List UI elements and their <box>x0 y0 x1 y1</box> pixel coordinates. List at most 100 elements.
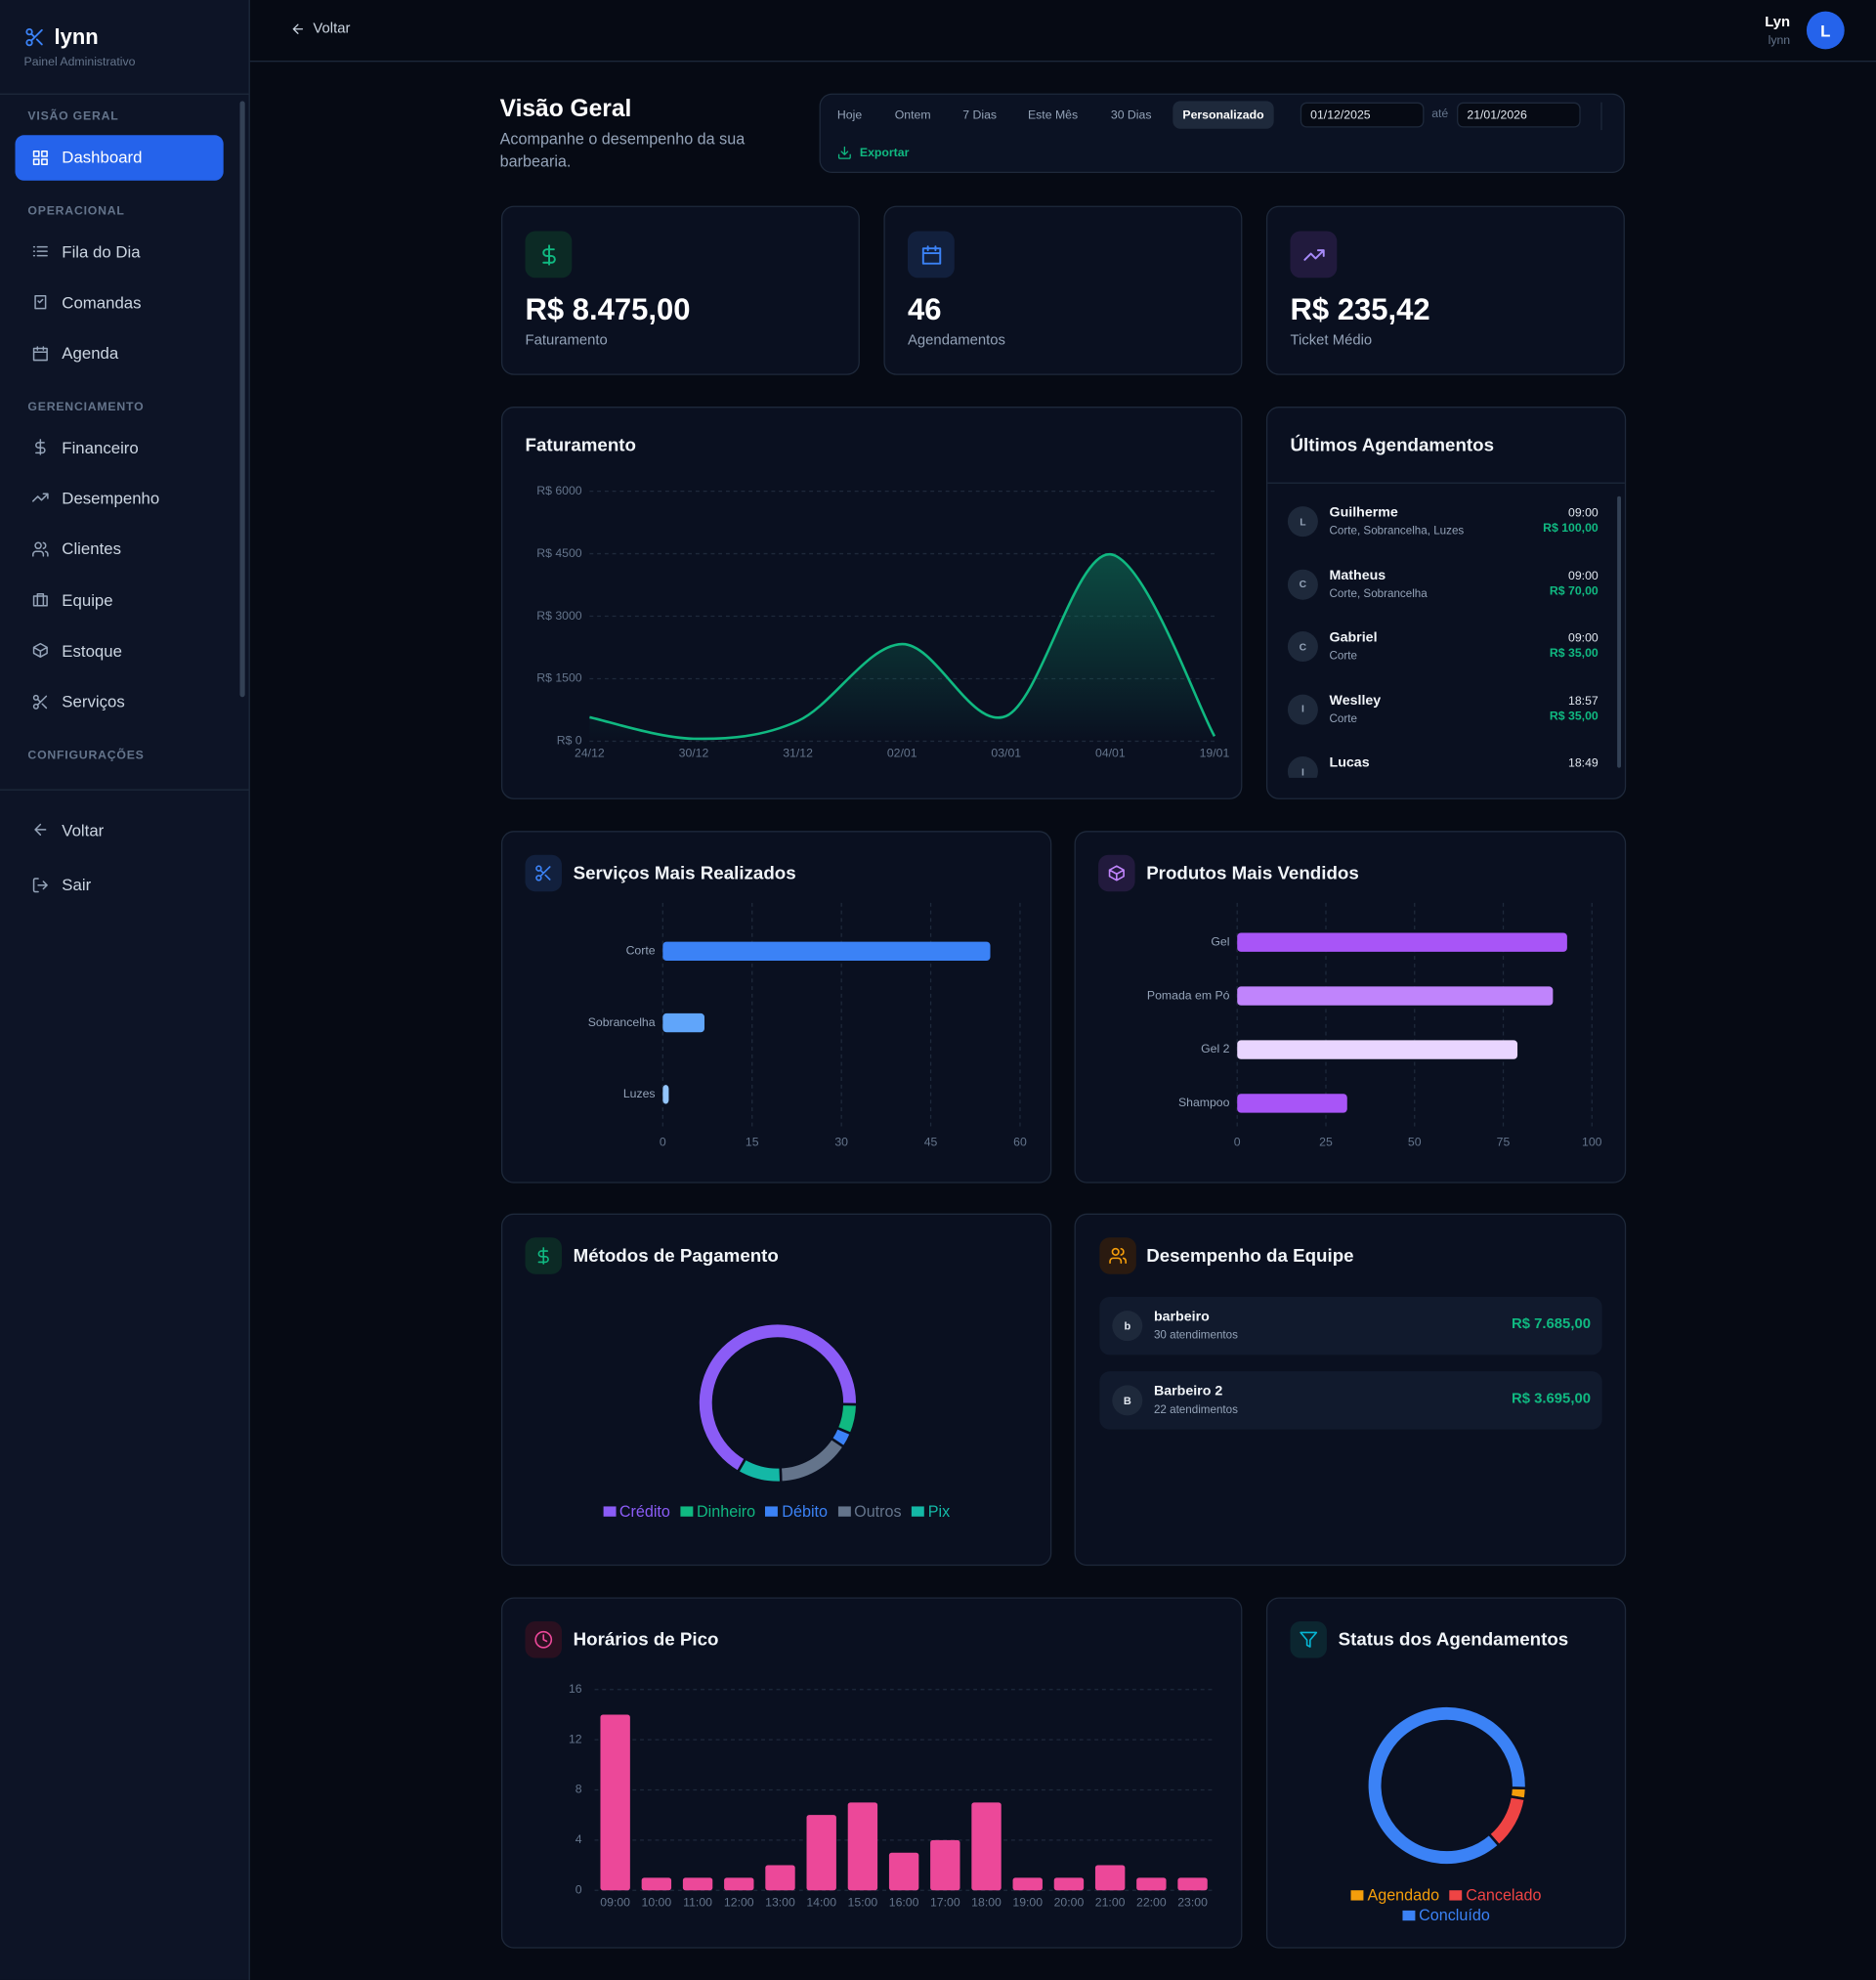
icon <box>537 1247 549 1265</box>
y-tick-label: Luzes <box>623 1087 656 1100</box>
bar <box>888 1852 919 1891</box>
legend-swatch <box>1350 1890 1364 1901</box>
icon-path <box>32 494 49 503</box>
date-input[interactable]: 01/12/2025 <box>1300 102 1425 128</box>
x-tick-label: 0 <box>660 1136 666 1149</box>
bar <box>600 1714 630 1891</box>
period-button[interactable]: Ontem <box>894 108 931 122</box>
legend-swatch <box>603 1506 616 1517</box>
member-name: Barbeiro 2 <box>1153 1384 1223 1399</box>
nav-icon <box>32 494 49 503</box>
back-label: Voltar <box>313 21 351 37</box>
kpi-card: R$ 8.475,00 Faturamento <box>500 205 860 375</box>
kpi-card: 46 Agendamentos <box>883 205 1243 375</box>
icon <box>541 243 556 266</box>
nav-item[interactable]: Desempenho <box>16 475 224 521</box>
period-button[interactable]: 30 Dias <box>1110 108 1152 122</box>
nav-item[interactable]: Financeiro <box>16 424 224 470</box>
nav-item[interactable]: Clientes <box>16 526 224 572</box>
nav-label: Comandas <box>62 292 142 312</box>
period-button[interactable]: Este Mês <box>1027 108 1079 122</box>
x-tick-label: 12:00 <box>724 1895 754 1909</box>
bar <box>806 1815 836 1891</box>
legend-swatch <box>765 1506 779 1517</box>
chart-card: 0 25 50 75 100 Gel Pomada em Pó Gel 2 Shampoo Pro… <box>1074 831 1627 1184</box>
nav-item[interactable]: Fila do Dia <box>16 229 224 275</box>
period-button[interactable]: Personalizado <box>1172 101 1274 129</box>
filter-bar: Hoje Ontem 7 Dias Este Mês 30 Dias Personaliz… <box>819 93 1625 174</box>
nav-label: Serviços <box>62 692 125 711</box>
doughnut-segment <box>1487 1794 1527 1848</box>
period-button[interactable]: Hoje <box>836 108 863 122</box>
x-tick-label: 60 <box>1013 1136 1027 1149</box>
legend-item[interactable]: Pix <box>911 1503 950 1521</box>
icon <box>534 1630 553 1649</box>
legend-item[interactable]: Dinheiro <box>680 1503 755 1521</box>
icon-box <box>1290 231 1338 279</box>
nav-item[interactable]: Agenda <box>16 330 224 376</box>
bar <box>662 1012 704 1033</box>
nav-item[interactable]: Estoque <box>16 628 224 674</box>
y-tick-label: 16 <box>569 1682 582 1696</box>
nav-item[interactable]: Sair <box>16 862 224 908</box>
appointment-time: 18:49 <box>1568 756 1599 771</box>
legend-item[interactable]: Débito <box>765 1503 828 1521</box>
icon-path <box>32 541 49 557</box>
icon-path <box>1109 1247 1128 1265</box>
member-revenue: R$ 3.695,00 <box>1512 1391 1591 1407</box>
icon-path <box>1302 248 1325 261</box>
icon <box>921 244 941 265</box>
bar <box>971 1802 1002 1891</box>
back-button[interactable]: Voltar <box>290 21 351 37</box>
icon-path <box>32 643 48 659</box>
nav-item[interactable]: Serviços <box>16 679 224 725</box>
bar <box>765 1865 795 1891</box>
export-label: Exportar <box>859 146 910 160</box>
legend-item[interactable]: Agendado <box>1350 1886 1439 1904</box>
y-tick-label: R$ 6000 <box>536 484 582 497</box>
appointment-price: R$ 35,00 <box>1549 646 1599 661</box>
icon-path <box>35 439 46 455</box>
user-login: lynn <box>1768 33 1791 49</box>
card-title: Últimos Agendamentos <box>1290 435 1495 456</box>
client-name: Gabriel <box>1329 629 1378 646</box>
period-button[interactable]: 7 Dias <box>962 108 998 122</box>
bar <box>1177 1877 1208 1891</box>
legend: Agendado Cancelado Concluído <box>1267 1886 1625 1924</box>
export-button[interactable]: Exportar <box>837 146 910 161</box>
brand: lynn <box>54 24 99 50</box>
nav-item[interactable]: Comandas <box>16 280 224 325</box>
legend-item[interactable]: Concluído <box>1402 1907 1490 1924</box>
legend-item[interactable]: Outros <box>837 1503 902 1521</box>
divider <box>0 93 249 95</box>
icon-box <box>1099 1237 1136 1274</box>
bar <box>1237 1040 1518 1059</box>
nav-icon <box>34 295 47 310</box>
nav: VISÃO GERAL Dashboard OPERACIONAL Fila do D… <box>0 96 249 789</box>
y-tick-label: Gel <box>1211 934 1229 948</box>
x-tick-label: 02/01 <box>887 747 917 760</box>
topbar: Voltar Lyn lynn L <box>249 0 1876 63</box>
x-tick-label: 18:00 <box>971 1895 1002 1909</box>
date-input[interactable]: 21/01/2026 <box>1457 102 1581 128</box>
legend-label: Cancelado <box>1466 1886 1542 1905</box>
recent-list: L Guilherme Corte, Sobrancelha, Luzes 09:00… <box>1267 484 1625 778</box>
member-appointments: 22 atendimentos <box>1153 1402 1238 1416</box>
nav-item[interactable]: Dashboard <box>15 134 224 181</box>
member-name: barbeiro <box>1153 1309 1210 1325</box>
member-avatar: b <box>1112 1311 1143 1342</box>
x-tick-label: 19/01 <box>1200 747 1230 760</box>
x-tick-label: 30/12 <box>679 747 709 760</box>
icon-path <box>534 1630 553 1649</box>
legend-item[interactable]: Crédito <box>603 1503 670 1521</box>
nav-item[interactable]: Equipe <box>16 577 224 623</box>
nav-icon <box>32 694 48 710</box>
doughnut-segment <box>1366 1704 1528 1867</box>
nav-item[interactable]: Voltar <box>16 807 224 853</box>
brand-subtitle: Painel Administrativo <box>23 55 136 70</box>
user-avatar[interactable]: L <box>1806 11 1845 50</box>
legend-item[interactable]: Cancelado <box>1449 1886 1541 1904</box>
bar <box>847 1802 878 1891</box>
icon-box <box>525 1237 562 1274</box>
